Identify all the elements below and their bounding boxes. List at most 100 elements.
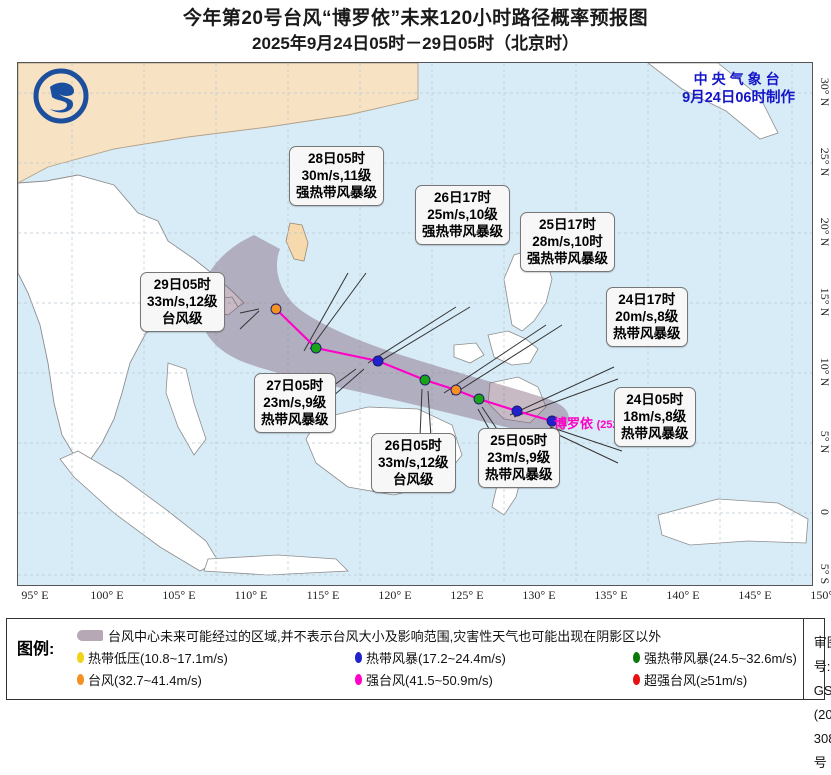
forecast-callout-c-29-05[interactable]: 29日05时 33m/s,12级 台风级 [140, 272, 225, 332]
legend-item: 超强台风(≥51m/s) [633, 670, 747, 689]
forecast-callout-c-24-05[interactable]: 24日05时 18m/s,8级 热带风暴级 [614, 387, 696, 447]
callout-time: 25日05时 [490, 433, 548, 448]
callout-category: 强热带风暴级 [527, 251, 608, 266]
lon-tick: 110° E [234, 588, 268, 602]
callout-category: 热带风暴级 [613, 326, 681, 341]
legend-item-label: 强台风(41.5~50.9m/s) [366, 673, 493, 688]
forecast-point-p-24-05[interactable] [546, 415, 558, 427]
lat-tick: 10° N [818, 357, 831, 387]
lon-tick: 150° E [810, 588, 831, 602]
lon-tick: 115° E [306, 588, 340, 602]
forecast-map[interactable]: 博罗依 (2520) 29日05时 33m/s,12级 台风级 28日05时 30m/s… [17, 62, 813, 586]
legend-item-label: 强热带风暴(24.5~32.6m/s) [644, 651, 797, 666]
legend-intensity-rows: 热带低压(10.8~17.1m/s) 热带风暴(17.2~24.4m/s) 强热带风… [77, 648, 797, 689]
lon-tick: 130° E [522, 588, 556, 602]
forecast-callout-c-25-17[interactable]: 25日17时 28m/s,10时 强热带风暴级 [520, 212, 615, 272]
forecast-point-p-25-05[interactable] [473, 393, 485, 405]
callout-category: 热带风暴级 [485, 467, 553, 482]
legend-item: 强台风(41.5~50.9m/s) [355, 670, 633, 689]
legend-item-label: 超强台风(≥51m/s) [644, 673, 748, 688]
track-line [275, 308, 553, 423]
callout-time: 25日17时 [538, 217, 597, 232]
forecast-point-p-25-17[interactable] [450, 384, 462, 396]
legend-item-label: 热带风暴(17.2~24.4m/s) [366, 651, 506, 666]
agency-stamp: 中央气象台 9月24日06时制作 [682, 70, 795, 108]
probability-cone [199, 235, 569, 435]
page-title: 今年第20号台风“博罗依”未来120小时路径概率预报图 [182, 8, 649, 29]
lon-tick: 125° E [450, 588, 484, 602]
intensity-dot-icon [633, 674, 640, 685]
legend-row: 热带低压(10.8~17.1m/s) 热带风暴(17.2~24.4m/s) 强热带风… [77, 648, 797, 667]
track-point-group [270, 303, 558, 427]
callout-time: 24日05时 [626, 392, 684, 407]
callout-category: 强热带风暴级 [422, 224, 503, 239]
callout-wind: 23m/s,9级 [487, 450, 551, 465]
callout-category: 热带风暴级 [261, 412, 329, 427]
forecast-point-p-28-05[interactable] [270, 303, 282, 315]
intensity-dot-icon [633, 652, 640, 663]
forecast-callout-c-25-05[interactable]: 25日05时 23m/s,9级 热带风暴级 [478, 428, 560, 488]
lon-tick: 120° E [378, 588, 412, 602]
legend-item: 强热带风暴(24.5~32.6m/s) [633, 648, 797, 667]
longitude-axis: 95° E 100° E 105° E 110° E 115° E 120° E 125° … [17, 588, 831, 608]
approval-block: 审图号: GS (2019) 3082号 [802, 619, 831, 770]
forecast-callout-c-28-05[interactable]: 28日05时 30m/s,11级 强热带风暴级 [289, 146, 384, 206]
legend-item: 热带风暴(17.2~24.4m/s) [355, 648, 633, 667]
storm-track-layer[interactable] [18, 63, 813, 586]
approval-label: 审图号: [813, 635, 831, 674]
lon-tick: 140° E [666, 588, 700, 602]
forecast-point-p-27-05[interactable] [310, 342, 322, 354]
legend: 图例: 台风中心未来可能经过的区域,并不表示台风大小及影响范围,灾害性天气也可能… [6, 618, 831, 770]
chart-title-block: 今年第20号台风“博罗依”未来120小时路径概率预报图 2025年9月24日05… [0, 6, 831, 56]
callout-wind: 30m/s,11级 [301, 168, 372, 183]
intensity-dot-icon [355, 652, 362, 663]
legend-item: 热带低压(10.8~17.1m/s) [77, 648, 355, 667]
callout-wind: 18m/s,8级 [623, 409, 687, 424]
forecast-point-p-24-17[interactable] [511, 405, 523, 417]
forecast-callout-c-24-17[interactable]: 24日17时 20m/s,8级 热带风暴级 [606, 287, 688, 347]
callout-time: 27日05时 [266, 378, 324, 393]
lon-tick: 100° E [90, 588, 124, 602]
map-canvas: 博罗依 (2520) 29日05时 33m/s,12级 台风级 28日05时 30m/s… [18, 63, 812, 585]
lat-tick: 5° S [818, 563, 831, 585]
forecast-callout-c-26-17[interactable]: 26日17时 25m/s,10级 强热带风暴级 [415, 185, 510, 245]
callout-time: 24日17时 [618, 292, 676, 307]
lat-tick: 30° N [818, 77, 831, 107]
intensity-dot-icon [355, 674, 362, 685]
callout-wind: 33m/s,12级 [147, 294, 218, 309]
callout-wind: 20m/s,8级 [615, 309, 679, 324]
legend-title: 图例: [17, 641, 55, 658]
callout-time: 29日05时 [153, 277, 211, 292]
lat-tick: 5° N [818, 430, 831, 454]
lon-tick: 95° E [21, 588, 49, 602]
legend-cone-note: 台风中心未来可能经过的区域,并不表示台风大小及影响范围,灾害性天气也可能出现在阴… [108, 629, 662, 644]
lat-tick: 0 [818, 509, 831, 515]
lon-tick: 135° E [594, 588, 628, 602]
cone-swatch-icon [77, 630, 103, 641]
approval-number: GS (2019) 3082号 [813, 683, 831, 770]
legend-item: 台风(32.7~41.4m/s) [77, 670, 355, 689]
legend-item-label: 台风(32.7~41.4m/s) [88, 673, 202, 688]
forecast-point-p-26-05[interactable] [419, 374, 431, 386]
forecast-point-p-26-17[interactable] [372, 355, 384, 367]
intensity-dot-icon [77, 674, 84, 685]
lon-tick: 145° E [738, 588, 772, 602]
page-subtitle: 2025年9月24日05时－29日05时（北京时） [252, 34, 579, 53]
latitude-axis: 30° N 25° N 20° N 15° N 10° N 5° N 0 5° S [815, 62, 831, 586]
legend-row: 台风(32.7~41.4m/s) 强台风(41.5~50.9m/s) 超强台风(≥5… [77, 670, 797, 689]
callout-wind: 23m/s,9级 [263, 395, 327, 410]
intensity-dot-icon [77, 652, 84, 663]
callout-time: 26日17时 [433, 190, 492, 205]
forecast-callout-c-26-05[interactable]: 26日05时 33m/s,12级 台风级 [371, 433, 456, 493]
callout-category: 台风级 [393, 472, 434, 487]
lat-tick: 25° N [818, 147, 831, 177]
agency-production-time: 9月24日06时制作 [682, 90, 795, 106]
callout-time: 26日05时 [384, 438, 442, 453]
forecast-callout-c-27-05[interactable]: 27日05时 23m/s,9级 热带风暴级 [254, 373, 336, 433]
callout-category: 强热带风暴级 [296, 185, 377, 200]
lon-tick: 105° E [162, 588, 196, 602]
callout-wind: 28m/s,10时 [532, 234, 603, 249]
callout-wind: 25m/s,10级 [427, 207, 498, 222]
legend-cone-row: 台风中心未来可能经过的区域,并不表示台风大小及影响范围,灾害性天气也可能出现在阴… [77, 626, 797, 645]
agency-name: 中央气象台 [693, 71, 784, 87]
